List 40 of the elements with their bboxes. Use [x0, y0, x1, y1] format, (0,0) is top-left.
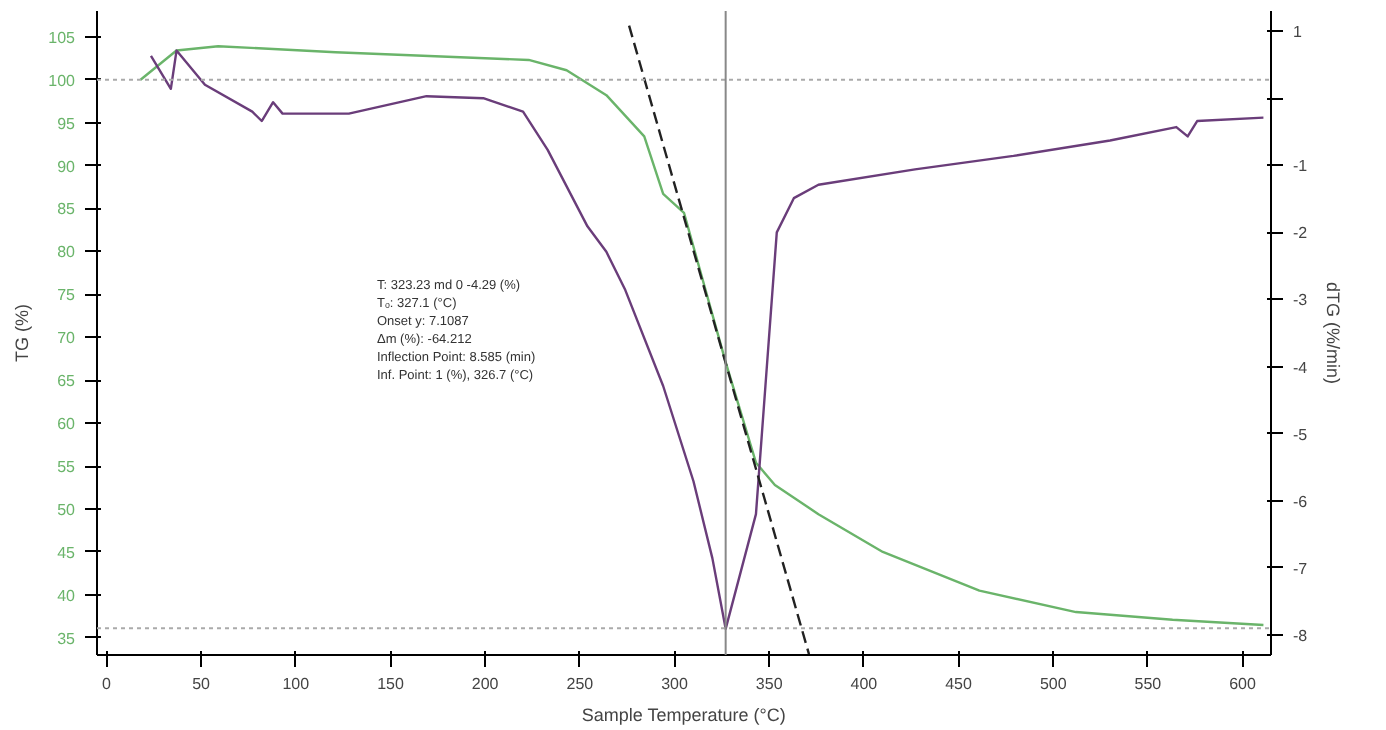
y2-tick-label: -3 — [1293, 291, 1309, 310]
y-tick-label: 105 — [48, 28, 77, 47]
x-tick-label: 450 — [945, 675, 974, 693]
y-tick-label: 80 — [57, 243, 77, 262]
y2-tick-label: -6 — [1293, 492, 1309, 511]
y-tick-label: 75 — [57, 286, 77, 305]
y-tick-label: 45 — [57, 543, 77, 562]
x-tick-label: 100 — [282, 675, 311, 693]
y2-axis-title: dTG (%/min) — [1323, 282, 1344, 385]
y2-tick-label: 1 — [1293, 23, 1303, 42]
x-axis-title: Sample Temperature (°C) — [581, 705, 786, 725]
y2-tick-label: -8 — [1293, 626, 1309, 645]
y2-tick-label: -1 — [1293, 157, 1309, 176]
y-tick-label: 60 — [57, 415, 77, 434]
y2-tick-label: -5 — [1293, 425, 1309, 444]
y2-tick-label: -2 — [1293, 224, 1309, 243]
y2-tick-label: -4 — [1293, 358, 1309, 377]
x-tick-label: 200 — [471, 675, 500, 693]
x-tick-label: 150 — [377, 675, 405, 693]
y-tick-label: 70 — [57, 329, 77, 348]
y-tick-label: 55 — [57, 458, 77, 477]
x-tick-label: 350 — [755, 675, 784, 693]
y-tick-label: 35 — [57, 629, 77, 648]
y-tick-label: 65 — [57, 372, 77, 391]
x-tick-label: 600 — [1229, 675, 1258, 693]
x-tick-label: 50 — [192, 675, 212, 693]
y-tick-label: 50 — [57, 501, 77, 520]
y-tick-label: 85 — [57, 200, 77, 219]
x-tick-label: 300 — [661, 675, 689, 693]
y-tick-label: 40 — [57, 586, 77, 605]
x-tick-label: 500 — [1039, 675, 1068, 693]
x-tick-label: 250 — [566, 675, 595, 693]
x-tick-label: 400 — [850, 675, 879, 693]
y-tick-label: 95 — [57, 114, 77, 133]
x-tick-label: 550 — [1134, 675, 1163, 693]
y-tick-label: 100 — [48, 71, 77, 90]
x-tick-label: 0 — [102, 675, 113, 693]
y2-tick-label: -7 — [1293, 559, 1309, 578]
y-axis-title: TG (%) — [12, 304, 33, 362]
y-tick-label: 90 — [57, 157, 77, 176]
